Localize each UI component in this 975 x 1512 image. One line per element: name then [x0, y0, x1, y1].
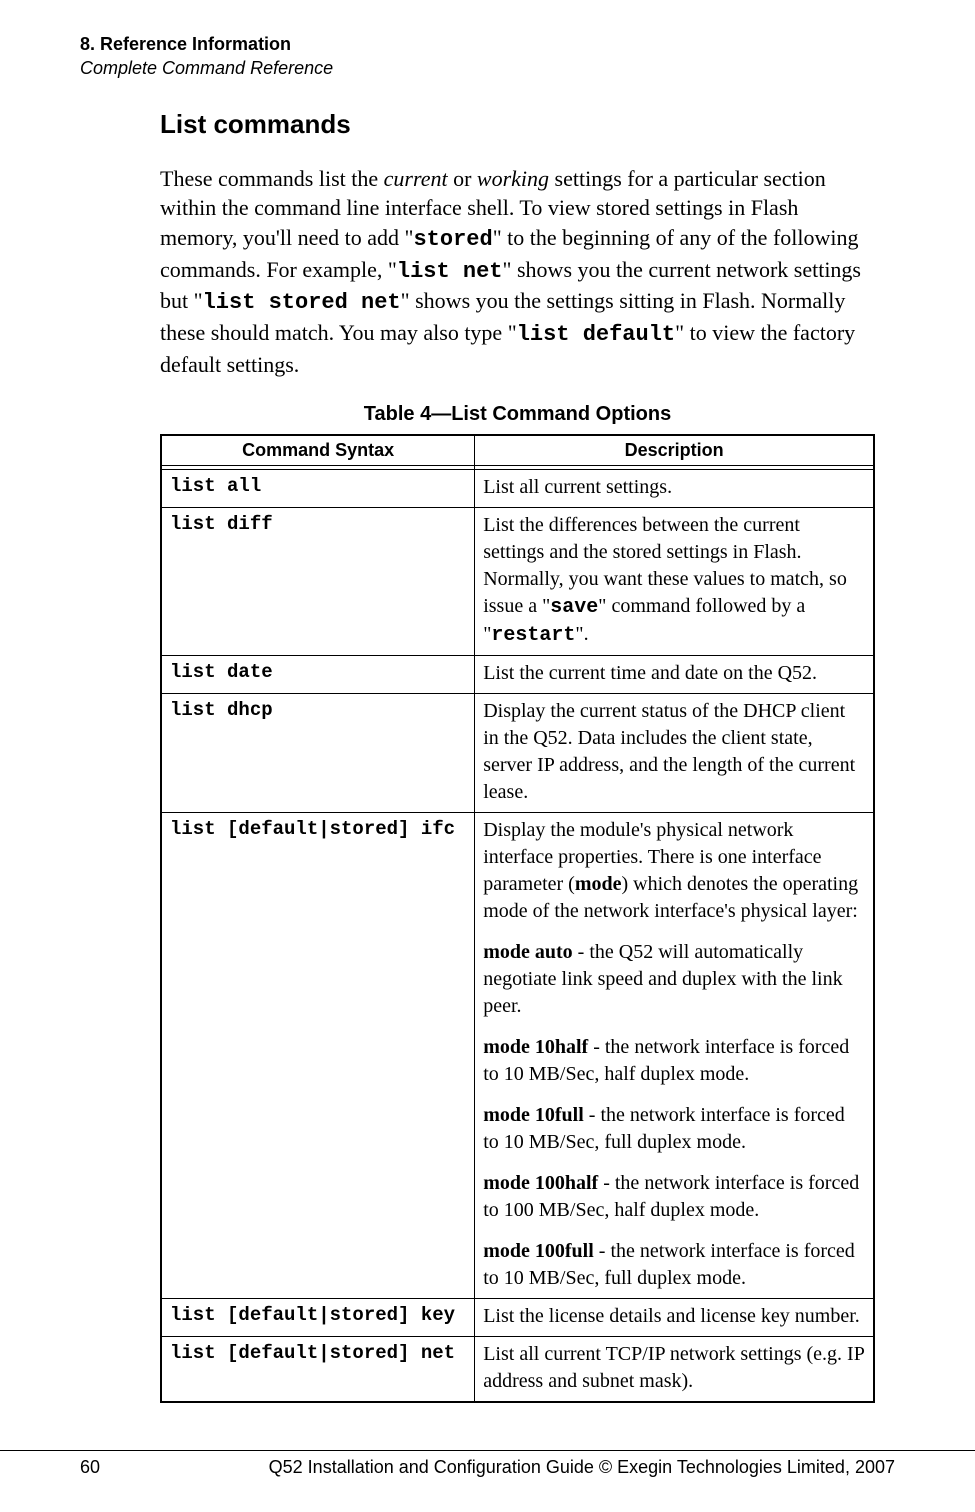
cmd-syntax: list date: [161, 656, 475, 694]
cmd-syntax: list [default|stored] key: [161, 1299, 475, 1337]
cmd-description: List the differences between the current…: [475, 508, 874, 656]
intro-paragraph: These commands list the current or worki…: [160, 164, 875, 380]
cmd-syntax: list diff: [161, 508, 475, 656]
desc-text: ".: [575, 623, 588, 645]
inline-code: save: [550, 596, 598, 619]
cmd-description: List all current settings.: [475, 470, 874, 508]
inline-code: restart: [491, 624, 575, 647]
footer-right: Q52 Installation and Configuration Guide…: [269, 1457, 895, 1478]
table-row: list [default|stored] net List all curre…: [161, 1337, 874, 1403]
command-table: Command Syntax Description list all List…: [160, 434, 875, 1403]
table-row: list diff List the differences between t…: [161, 508, 874, 656]
header-subtitle: Complete Command Reference: [80, 56, 895, 80]
intro-em: working: [477, 166, 549, 191]
cmd-description: List the current time and date on the Q5…: [475, 656, 874, 694]
table-row: list date List the current time and date…: [161, 656, 874, 694]
running-header: 8. Reference Information Complete Comman…: [80, 32, 895, 81]
section-title: List commands: [160, 109, 875, 140]
desc-bold: mode 100half: [483, 1172, 598, 1194]
table-row: list [default|stored] ifc Display the mo…: [161, 813, 874, 1299]
page-footer: 60 Q52 Installation and Configuration Gu…: [0, 1450, 975, 1478]
cmd-description: Display the module's physical network in…: [475, 813, 874, 1299]
desc-bold: mode 100full: [483, 1240, 594, 1262]
table-header-row: Command Syntax Description: [161, 435, 874, 466]
inline-code: stored: [413, 227, 492, 252]
cmd-syntax: list all: [161, 470, 475, 508]
cmd-syntax: list [default|stored] ifc: [161, 813, 475, 1299]
content-area: List commands These commands list the cu…: [160, 109, 875, 1404]
cmd-syntax: list dhcp: [161, 694, 475, 813]
inline-code: list stored net: [203, 290, 401, 315]
desc-bold: mode 10full: [483, 1104, 584, 1126]
inline-code: list default: [517, 322, 675, 347]
intro-text: These commands list the: [160, 166, 384, 191]
table-row: list dhcp Display the current status of …: [161, 694, 874, 813]
table-caption: Table 4—List Command Options: [160, 403, 875, 426]
table-row: list all List all current settings.: [161, 470, 874, 508]
table-row: list [default|stored] key List the licen…: [161, 1299, 874, 1337]
page-number: 60: [80, 1457, 100, 1478]
inline-code: list net: [397, 259, 503, 284]
header-chapter: 8. Reference Information: [80, 32, 895, 56]
page: 8. Reference Information Complete Comman…: [0, 0, 975, 1512]
cmd-description: List the license details and license key…: [475, 1299, 874, 1337]
desc-bold: mode: [575, 873, 622, 895]
desc-bold: mode 10half: [483, 1036, 588, 1058]
cmd-syntax: list [default|stored] net: [161, 1337, 475, 1403]
col-header-syntax: Command Syntax: [161, 435, 475, 466]
cmd-description: Display the current status of the DHCP c…: [475, 694, 874, 813]
intro-em: current: [384, 166, 448, 191]
col-header-description: Description: [475, 435, 874, 466]
intro-text: or: [448, 166, 477, 191]
cmd-description: List all current TCP/IP network settings…: [475, 1337, 874, 1403]
desc-bold: mode auto: [483, 941, 572, 963]
